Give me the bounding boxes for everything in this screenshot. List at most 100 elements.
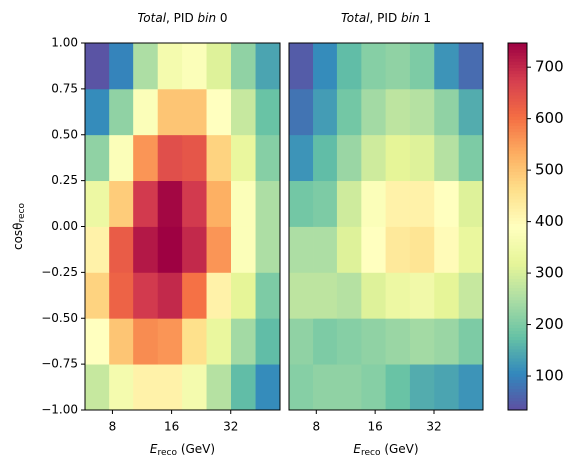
colorbar-step — [508, 159, 527, 163]
colorbar-step — [508, 82, 527, 87]
colorbar-step — [508, 217, 527, 221]
heatmap-cell — [157, 134, 183, 182]
heatmap-cell — [85, 272, 110, 319]
heatmap-cell — [133, 226, 159, 273]
heatmap-cell — [289, 134, 314, 182]
colorbar-step — [508, 94, 527, 99]
heatmap-cell — [231, 364, 256, 411]
heatmap-cell — [434, 364, 460, 411]
x-axis-label: Ereco (GeV) — [150, 442, 215, 458]
heatmap-cell — [133, 88, 159, 136]
heatmap-cell — [313, 226, 338, 273]
heatmap-cell — [133, 318, 159, 365]
colorbar-step — [508, 168, 527, 172]
heatmap-cell — [182, 318, 207, 365]
heatmap-cell — [85, 226, 110, 273]
colorbar-step — [508, 113, 527, 117]
colorbar-step — [508, 385, 527, 390]
heatmap-cell — [255, 364, 281, 411]
heatmap-cell — [206, 364, 232, 411]
heatmap-cell — [434, 134, 460, 182]
heatmap-cell — [289, 180, 314, 227]
colorbar-step — [508, 244, 527, 249]
label-part: bin — [401, 11, 420, 25]
colorbar-step — [508, 254, 527, 258]
heatmap-cell — [182, 226, 207, 273]
colorbar-step — [508, 153, 527, 157]
y-tick-label: −1.00 — [41, 403, 78, 417]
colorbar-step — [508, 321, 527, 325]
colorbar-step — [508, 211, 527, 215]
y-axis-label: cosθreco — [11, 202, 27, 250]
colorbar-step — [508, 290, 527, 295]
colorbar-step — [508, 367, 527, 371]
label-part: (GeV) — [177, 442, 215, 456]
heatmap-cell — [385, 180, 411, 227]
colorbar-step — [508, 183, 527, 188]
colorbar-step — [508, 70, 527, 75]
heatmap-cell — [336, 272, 362, 319]
colorbar-step — [508, 229, 527, 234]
y-tick-label: 0.50 — [51, 127, 78, 141]
heatmap-cell — [255, 180, 281, 227]
colorbar-step — [508, 137, 527, 142]
x-tick-label: 16 — [164, 420, 179, 434]
heatmap-cell — [336, 226, 362, 273]
heatmap-cell — [409, 226, 435, 273]
heatmap-cell — [434, 272, 460, 319]
heatmap-cell — [361, 226, 387, 273]
y-tick-label: 0.25 — [51, 173, 78, 187]
heatmap-cell — [313, 134, 338, 182]
heatmap-cell — [289, 43, 314, 90]
heatmap-cell — [85, 43, 110, 90]
label-part: , PID — [370, 11, 401, 25]
colorbar-step — [508, 373, 527, 377]
colorbar-step — [508, 85, 527, 90]
colorbar-tick-label: 500 — [535, 161, 564, 179]
colorbar-step — [508, 312, 527, 316]
x-tick-label: 32 — [223, 420, 238, 434]
colorbar-step — [508, 49, 527, 53]
heatmap-cell — [231, 180, 256, 227]
x-axis-label: Ereco (GeV) — [353, 442, 418, 458]
colorbar-step — [508, 128, 527, 133]
heatmap-cell — [289, 226, 314, 273]
colorbar-step — [508, 55, 527, 59]
colorbar-step — [508, 235, 527, 240]
y-tick-label: 0.75 — [51, 81, 78, 95]
heatmap-cell — [434, 88, 460, 136]
heatmap-cell — [361, 43, 387, 90]
colorbar-step — [508, 309, 527, 313]
heatmap-cell — [109, 318, 134, 365]
heatmap-cell — [289, 364, 314, 411]
colorbar-step — [508, 162, 527, 166]
label-part: cosθ — [11, 222, 25, 250]
colorbar-step — [508, 260, 527, 264]
colorbar-step — [508, 278, 527, 283]
colorbar-step — [508, 361, 527, 365]
heatmap-cell — [109, 272, 134, 319]
heatmap-cell — [85, 180, 110, 227]
heatmap-cell — [255, 226, 281, 273]
colorbar-step — [508, 333, 527, 338]
heatmap-cell — [157, 272, 183, 319]
colorbar-step — [508, 110, 527, 114]
heatmap-cell — [206, 272, 232, 319]
y-tick-label: −0.25 — [41, 265, 78, 279]
heatmap-cell — [157, 88, 183, 136]
heatmap-cell — [336, 43, 362, 90]
heatmap-cell — [289, 88, 314, 136]
colorbar-step — [508, 257, 527, 261]
colorbar-step — [508, 104, 527, 108]
label-part: (GeV) — [381, 442, 419, 456]
heatmap-cell — [409, 272, 435, 319]
heatmap-cell — [313, 180, 338, 227]
label-part: Total — [137, 11, 166, 25]
heatmap-cell — [289, 318, 314, 365]
heatmap-cell — [206, 88, 232, 136]
colorbar-step — [508, 119, 527, 124]
colorbar-step — [508, 306, 527, 310]
heatmap-cell — [434, 318, 460, 365]
colorbar-step — [508, 174, 527, 179]
